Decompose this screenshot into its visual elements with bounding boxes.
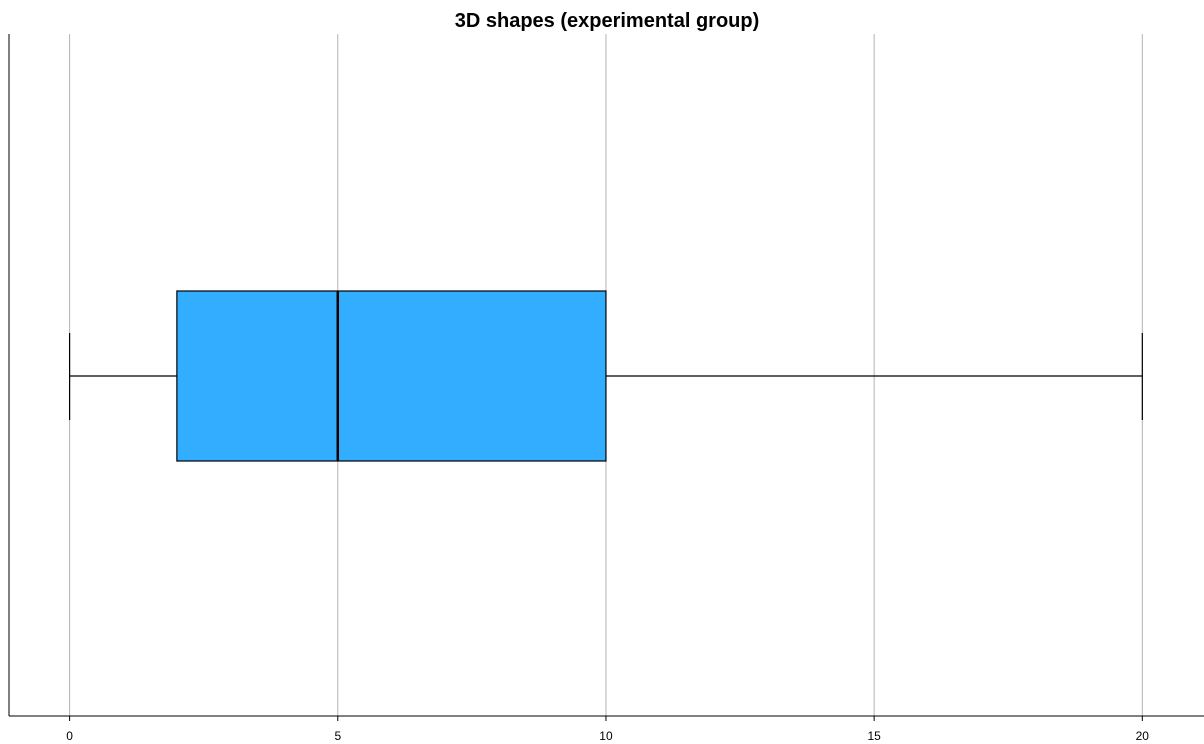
chart-title: 3D shapes (experimental group)	[455, 10, 760, 32]
x-tick-label: 15	[867, 729, 881, 743]
axes	[8, 34, 1204, 721]
iqr-box	[176, 290, 607, 462]
x-tick-label: 0	[66, 729, 73, 743]
x-tick-label: 10	[599, 729, 613, 743]
box-and-whiskers	[69, 290, 1143, 462]
x-tick-label: 5	[334, 729, 341, 743]
x-tick-labels: 0 5 10 15 20	[66, 729, 1149, 743]
x-tick-label: 20	[1136, 729, 1150, 743]
